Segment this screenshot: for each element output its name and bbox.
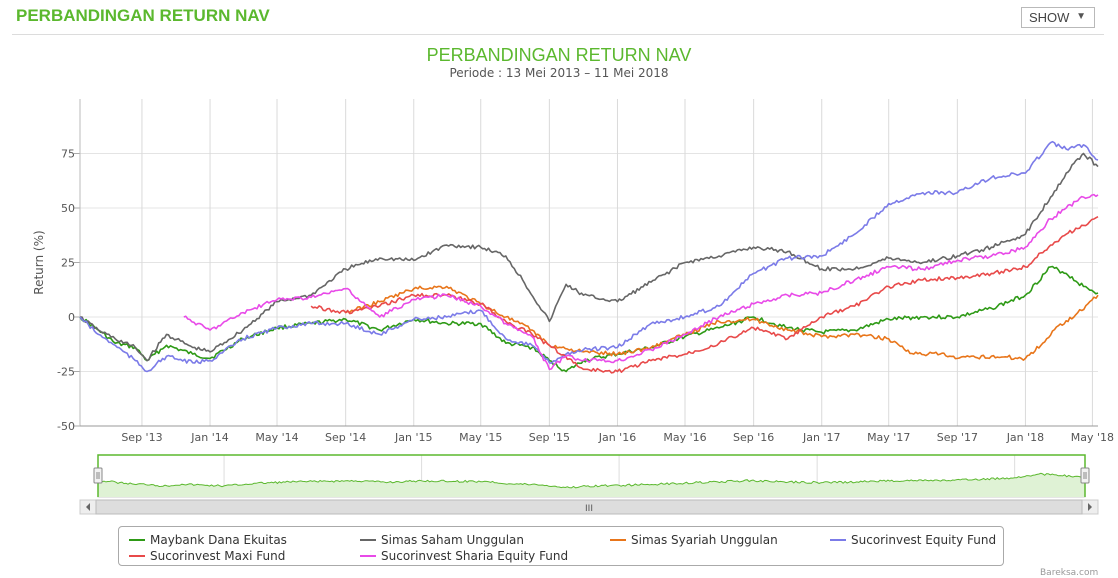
x-tick-label: Jan '18 (1006, 431, 1044, 444)
legend-swatch (830, 538, 846, 541)
x-tick-label: Sep '17 (937, 431, 978, 444)
scroll-left-icon[interactable] (86, 503, 90, 511)
series-line (345, 285, 1099, 361)
y-tick-label: 25 (61, 257, 75, 270)
x-tick-label: May '17 (867, 431, 910, 444)
show-label: SHOW (1029, 10, 1070, 25)
x-tick-label: May '15 (459, 431, 502, 444)
page-title: PERBANDINGAN RETURN NAV (16, 6, 270, 25)
title-divider (12, 34, 1104, 35)
scroll-right-icon[interactable] (1088, 503, 1092, 511)
series-line (79, 140, 1099, 373)
x-tick-label: Jan '15 (394, 431, 432, 444)
navigator-line (98, 472, 1086, 489)
x-tick-label: Sep '16 (733, 431, 774, 444)
series-line (310, 215, 1099, 374)
navigator-handle[interactable] (93, 467, 103, 484)
legend-item[interactable]: Sucorinvest Equity Fund (830, 533, 996, 547)
x-tick-label: Sep '13 (121, 431, 162, 444)
y-tick-label: -25 (57, 366, 75, 379)
legend-item[interactable]: Maybank Dana Ekuitas (129, 533, 287, 547)
scrollbar-thumb[interactable] (95, 499, 1083, 515)
series-line (80, 152, 1099, 362)
x-tick-label: May '16 (663, 431, 706, 444)
x-tick-label: Sep '15 (529, 431, 570, 444)
y-tick-label: 0 (68, 311, 75, 324)
x-tick-label: Jan '17 (802, 431, 840, 444)
legend-label: Sucorinvest Equity Fund (851, 533, 997, 547)
series-group (79, 140, 1099, 374)
legend-item[interactable]: Sucorinvest Sharia Equity Fund (360, 549, 568, 563)
chart-subtitle: Periode : 13 Mei 2013 – 11 Mei 2018 (449, 66, 669, 80)
y-tick-label: 75 (61, 148, 75, 161)
legend-item[interactable]: Simas Saham Unggulan (360, 533, 524, 547)
legend-label: Maybank Dana Ekuitas (150, 533, 287, 547)
series-line (183, 193, 1099, 371)
legend-label: Simas Syariah Unggulan (631, 533, 778, 547)
x-tick-label: May '18 (1071, 431, 1114, 444)
x-tick-label: Sep '14 (325, 431, 366, 444)
x-tick-label: Jan '14 (190, 431, 228, 444)
legend-swatch (360, 538, 376, 541)
chart-title: PERBANDINGAN RETURN NAV (426, 45, 692, 65)
scrollbar-grip: III (585, 504, 593, 514)
legend-label: Sucorinvest Maxi Fund (150, 549, 286, 563)
chevron-down-icon: ▼ (1076, 11, 1086, 22)
credit-text: Bareksa.com (1040, 568, 1099, 578)
chart-legend: Maybank Dana Ekuitas Simas Saham Unggulan… (118, 526, 1004, 566)
y-tick-label: -50 (57, 420, 75, 433)
y-axis-title: Return (%) (32, 230, 46, 294)
legend-swatch (610, 538, 626, 541)
legend-item[interactable]: Simas Syariah Unggulan (610, 533, 778, 547)
legend-swatch (129, 554, 145, 557)
legend-item[interactable]: Sucorinvest Maxi Fund (129, 549, 285, 563)
legend-label: Sucorinvest Sharia Equity Fund (381, 549, 569, 563)
x-tick-label: Jan '16 (598, 431, 636, 444)
y-tick-label: 50 (61, 202, 75, 215)
navigator-area (98, 473, 1085, 497)
legend-swatch (129, 538, 145, 541)
show-dropdown[interactable]: SHOW ▼ (1021, 7, 1095, 28)
legend-swatch (360, 554, 376, 557)
legend-label: Simas Saham Unggulan (381, 533, 525, 547)
x-tick-label: May '14 (255, 431, 298, 444)
navigator-handle[interactable] (1080, 467, 1090, 484)
